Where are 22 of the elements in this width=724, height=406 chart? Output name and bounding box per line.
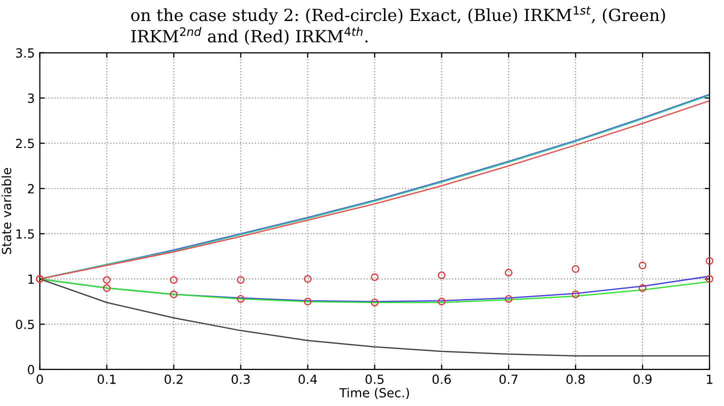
y-tick-label: 0.5 (16, 320, 34, 330)
y-tick-label: 3 (28, 93, 34, 103)
y-tick-label: 2.5 (16, 138, 34, 148)
x-tick-label: 0.6 (432, 374, 451, 384)
x-tick-label: 0.9 (633, 374, 652, 384)
y-tick-label: 1.5 (16, 229, 34, 239)
x-tick-label: 0 (36, 374, 43, 384)
x-tick-label: 0.5 (366, 374, 384, 384)
x-tick-label: 0.1 (98, 374, 116, 384)
y-axis-title: State variable (2, 168, 12, 254)
x-tick-label: 0.7 (499, 374, 518, 384)
x-tick-label: 0.3 (232, 374, 250, 384)
y-tick-label: 0 (28, 364, 34, 374)
y-tick-label: 3.5 (16, 48, 34, 58)
y-tick-label: 1 (28, 274, 34, 284)
x-tick-label: 0.2 (164, 374, 182, 384)
x-tick-label: 0.8 (566, 374, 585, 384)
x-tick-label: 1 (706, 374, 712, 384)
y-tick-label: 2 (28, 184, 34, 194)
chart-title: on the case study 2: (Red-circle) Exact, (Blue) IRKM$^{1st}$, (Green) IRKM$^{2nd}$ and (Red) IRKM$^{4th}$. (131, 6, 665, 45)
x-axis-title: Time (Sec.) (339, 388, 409, 399)
x-tick-label: 0.4 (298, 374, 317, 384)
